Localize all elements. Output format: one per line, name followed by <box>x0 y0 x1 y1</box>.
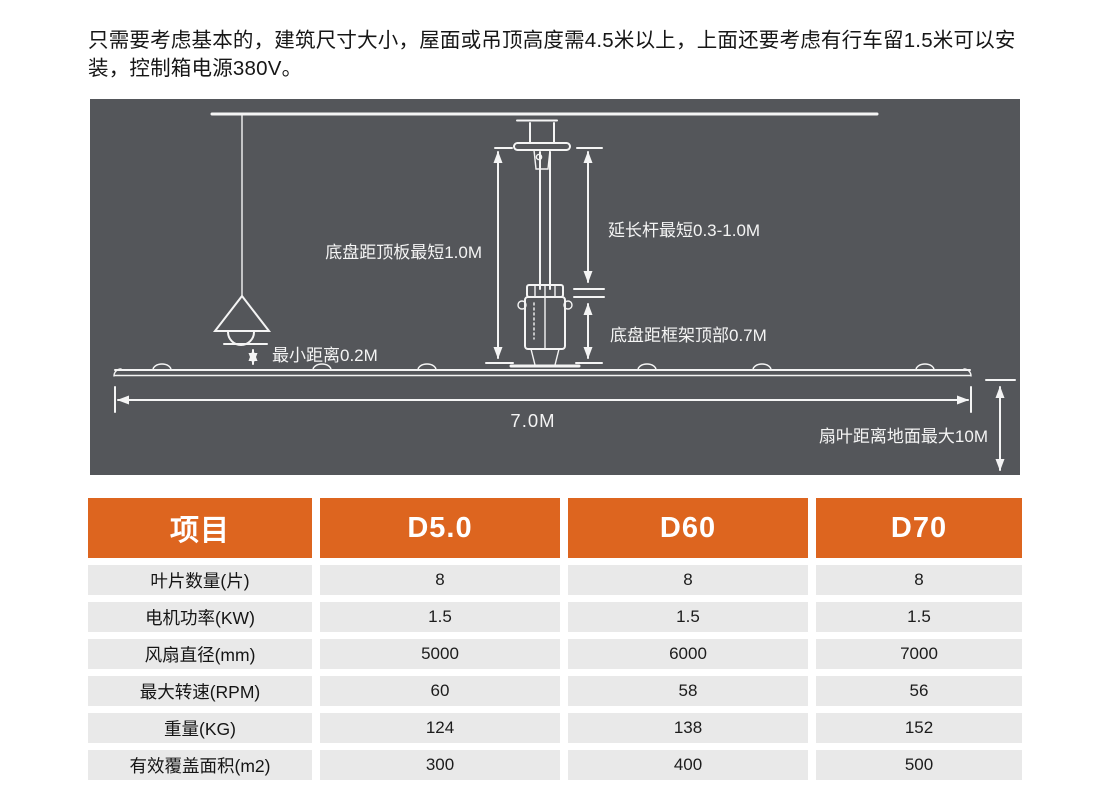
extension-rod <box>539 151 551 290</box>
cell-weight-d70: 152 <box>816 713 1022 743</box>
row-label-coverage-area: 有效覆盖面积(m2) <box>88 750 312 780</box>
row-label-weight: 重量(KG) <box>88 713 312 743</box>
chassis-to-ceiling-dimension: 底盘距顶板最短1.0M <box>325 147 514 364</box>
extension-rod-dimension: 延长杆最短0.3-1.0M <box>573 147 760 298</box>
cell-motor-power-d60: 1.5 <box>568 602 808 632</box>
row-label-max-speed: 最大转速(RPM) <box>88 676 312 706</box>
cell-blade-count-d70: 8 <box>816 565 1022 595</box>
chassis-to-ceiling-label: 底盘距顶板最短1.0M <box>325 243 482 262</box>
cell-coverage-area-d50: 300 <box>320 750 560 780</box>
cell-fan-diameter-d70: 7000 <box>816 639 1022 669</box>
intro-paragraph: 只需要考虑基本的，建筑尺寸大小，屋面或吊顶高度需4.5米以上，上面还要考虑有行车… <box>88 29 1016 80</box>
cell-blade-count-d50: 8 <box>320 565 560 595</box>
chassis-to-frame-dimension: 底盘距框架顶部0.7M <box>575 303 767 364</box>
table-header-item: 项目 <box>88 498 312 558</box>
cell-weight-d50: 124 <box>320 713 560 743</box>
min-distance-label: 最小距离0.2M <box>272 346 378 365</box>
fan-installation-diagram: 最小距离0.2M <box>90 99 1020 475</box>
spec-table: 项目 D5.0 D60 D70 叶片数量(片) 8 8 8 电机功率(KW) 1… <box>88 498 1022 780</box>
row-label-motor-power: 电机功率(KW) <box>88 602 312 632</box>
table-header-d50: D5.0 <box>320 498 560 558</box>
blade-to-ground-label: 扇叶距离地面最大10M <box>819 427 988 446</box>
row-label-fan-diameter: 风扇直径(mm) <box>88 639 312 669</box>
cell-coverage-area-d60: 400 <box>568 750 808 780</box>
cell-max-speed-d50: 60 <box>320 676 560 706</box>
cell-fan-diameter-d50: 5000 <box>320 639 560 669</box>
fan-mount <box>513 119 571 170</box>
extension-rod-label: 延长杆最短0.3-1.0M <box>608 221 760 240</box>
blade-span-label: 7.0M <box>510 410 555 431</box>
row-label-blade-count: 叶片数量(片) <box>88 565 312 595</box>
table-header-d60: D60 <box>568 498 808 558</box>
fan-blade <box>113 363 972 377</box>
cell-max-speed-d60: 58 <box>568 676 808 706</box>
cell-weight-d60: 138 <box>568 713 808 743</box>
chassis-to-frame-label: 底盘距框架顶部0.7M <box>610 326 767 345</box>
cell-blade-count-d60: 8 <box>568 565 808 595</box>
page: 只需要考虑基本的，建筑尺寸大小，屋面或吊顶高度需4.5米以上，上面还要考虑有行车… <box>88 29 1022 780</box>
cell-coverage-area-d70: 500 <box>816 750 1022 780</box>
cell-motor-power-d70: 1.5 <box>816 602 1022 632</box>
blade-span-dimension: 7.0M <box>114 386 972 431</box>
table-header-d70: D70 <box>816 498 1022 558</box>
min-distance-dimension: 最小距离0.2M <box>248 346 378 365</box>
fan-diagram-svg: 最小距离0.2M <box>113 112 1016 471</box>
motor-unit <box>509 284 581 368</box>
cell-max-speed-d70: 56 <box>816 676 1022 706</box>
cell-fan-diameter-d60: 6000 <box>568 639 808 669</box>
blade-to-ground-dimension: 扇叶距离地面最大10M <box>819 379 1016 471</box>
cell-motor-power-d50: 1.5 <box>320 602 560 632</box>
pendant-lamp <box>212 114 272 346</box>
